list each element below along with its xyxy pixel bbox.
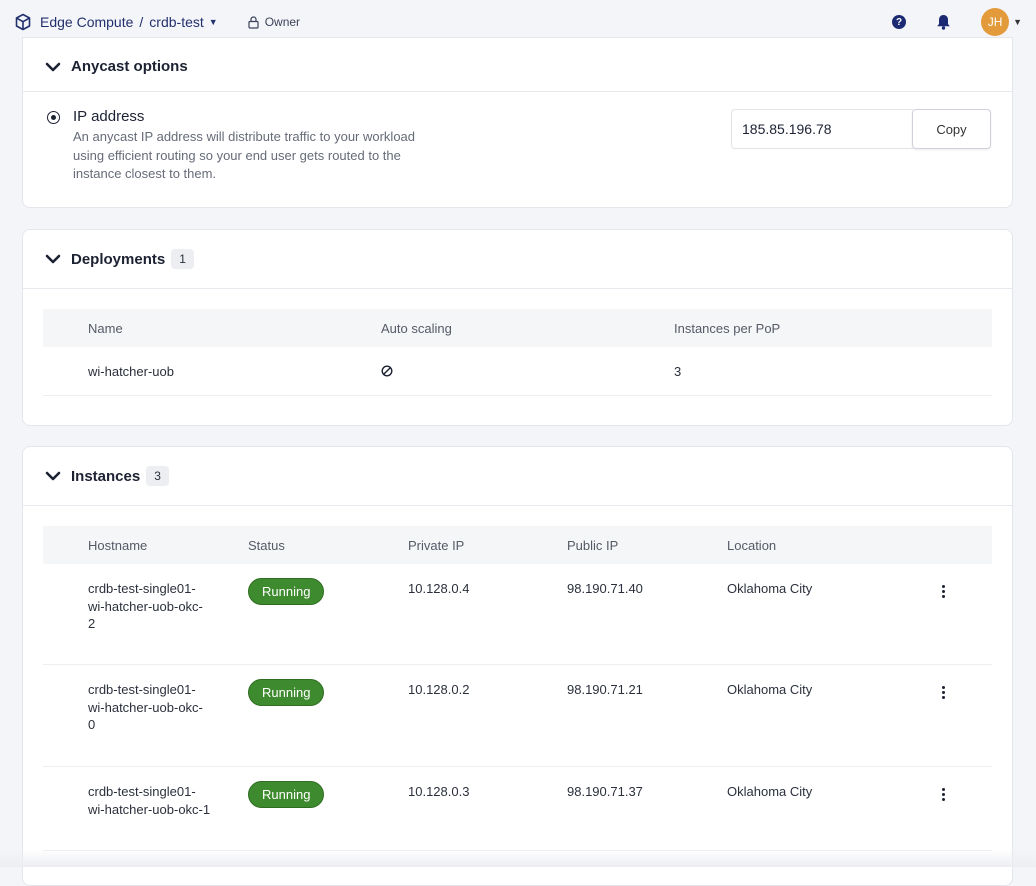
status-badge: Running [248, 781, 325, 808]
location: Oklahoma City [727, 581, 813, 596]
instances-header[interactable]: Instances 3 [23, 447, 1012, 506]
hostname-line: crdb-test-single01- [88, 581, 196, 596]
product-name: Edge Compute [40, 14, 134, 30]
column-header[interactable]: Private IP [408, 537, 465, 553]
column-header[interactable]: Hostname [88, 537, 148, 553]
table-row[interactable]: crdb-test-single01- wi-hatcher-uob-okc- … [43, 564, 992, 665]
column-header[interactable]: Name [88, 320, 123, 336]
column-header[interactable]: Public IP [567, 537, 619, 553]
private-ip: 10.128.0.3 [408, 784, 470, 799]
column-header[interactable]: Auto scaling [381, 320, 452, 336]
public-ip: 98.190.71.40 [567, 581, 643, 596]
copy-button[interactable]: Copy [912, 109, 991, 149]
column-header[interactable]: Status [248, 537, 285, 553]
help-icon[interactable]: ? [892, 15, 907, 29]
bell-icon[interactable] [936, 14, 951, 30]
ip-address-title: IP address [73, 108, 145, 125]
status-badge: Running [248, 578, 325, 605]
count-badge: 3 [146, 466, 169, 486]
chevron-down-icon: ▼ [208, 17, 218, 27]
breadcrumb-separator: / [139, 14, 144, 30]
section-title: Anycast options [71, 58, 188, 75]
role-indicator: Owner [248, 15, 300, 29]
cube-icon [15, 13, 31, 31]
role-label: Owner [264, 15, 301, 29]
kebab-menu-icon[interactable] [942, 585, 946, 600]
hostname[interactable]: crdb-test-single01- wi-hatcher-uob-okc- … [88, 580, 203, 633]
hostname-line: crdb-test-single01- [88, 682, 196, 697]
anycast-options-header[interactable]: Anycast options [23, 38, 1012, 92]
chevron-down-icon[interactable] [45, 471, 61, 481]
project-switcher[interactable]: Edge Compute / crdb-test ▼ [14, 13, 218, 31]
chevron-down-icon[interactable] [45, 62, 61, 72]
section-title: Instances [71, 467, 141, 485]
hostname-line: wi-hatcher-uob-okc-1 [88, 801, 211, 817]
avatar-initials: JH [987, 15, 1003, 29]
location: Oklahoma City [727, 682, 813, 697]
scroll-shadow [0, 850, 1036, 867]
anycast-options-card: Anycast options IP address An anycast IP… [22, 37, 1013, 208]
chevron-down-icon[interactable]: ▼ [1013, 17, 1022, 27]
status-badge: Running [248, 679, 325, 706]
private-ip: 10.128.0.2 [408, 682, 470, 697]
lock-icon [248, 15, 259, 29]
disabled-icon [381, 365, 393, 377]
project-name: crdb-test [149, 14, 204, 30]
hostname-line: 0 [88, 717, 96, 732]
hostname-line: wi-hatcher-uob-okc- [88, 598, 203, 614]
column-header[interactable]: Location [727, 537, 777, 553]
ip-address-radio[interactable] [47, 111, 60, 124]
instances-card: Instances 3 Hostname Status Private IP P… [22, 446, 1013, 886]
table-row[interactable]: wi-hatcher-uob 3 [43, 347, 992, 396]
section-title: Deployments [71, 250, 166, 268]
hostname-line: crdb-test-single01- [88, 784, 196, 799]
top-bar: Edge Compute / crdb-test ▼ Owner ? JH ▼ [0, 0, 1036, 44]
location: Oklahoma City [727, 784, 813, 799]
hostname[interactable]: crdb-test-single01- wi-hatcher-uob-okc- … [88, 681, 203, 734]
public-ip: 98.190.71.37 [567, 784, 643, 799]
table-row[interactable]: crdb-test-single01- wi-hatcher-uob-okc- … [43, 665, 992, 767]
deployment-name[interactable]: wi-hatcher-uob [88, 364, 174, 379]
chevron-down-icon[interactable] [45, 254, 61, 264]
ip-address-description: An anycast IP address will distribute tr… [73, 129, 416, 181]
column-header[interactable]: Instances per PoP [674, 320, 781, 336]
avatar[interactable]: JH [981, 8, 1010, 36]
hostname[interactable]: crdb-test-single01- wi-hatcher-uob-okc-1 [88, 783, 210, 818]
public-ip: 98.190.71.21 [567, 682, 643, 697]
private-ip: 10.128.0.4 [408, 581, 470, 596]
deployments-card: Deployments 1 Name Auto scaling Instance… [22, 229, 1013, 426]
instances-table: Hostname Status Private IP Public IP Loc… [43, 526, 992, 851]
table-row[interactable]: crdb-test-single01- wi-hatcher-uob-okc-1… [43, 767, 992, 851]
hostname-line: wi-hatcher-uob-okc- [88, 699, 203, 715]
ip-address-field[interactable]: 185.85.196.78 [731, 109, 913, 149]
kebab-menu-icon[interactable] [942, 686, 946, 701]
help-glyph: ? [896, 16, 903, 28]
hostname-line: 2 [88, 616, 96, 631]
deployments-table: Name Auto scaling Instances per PoP wi-h… [43, 309, 992, 396]
table-header: Name Auto scaling Instances per PoP [43, 309, 992, 347]
count-badge: 1 [171, 249, 194, 269]
deployments-header[interactable]: Deployments 1 [23, 230, 1012, 289]
table-header: Hostname Status Private IP Public IP Loc… [43, 526, 992, 564]
kebab-menu-icon[interactable] [942, 788, 946, 803]
instances-per-pop: 3 [674, 364, 682, 379]
